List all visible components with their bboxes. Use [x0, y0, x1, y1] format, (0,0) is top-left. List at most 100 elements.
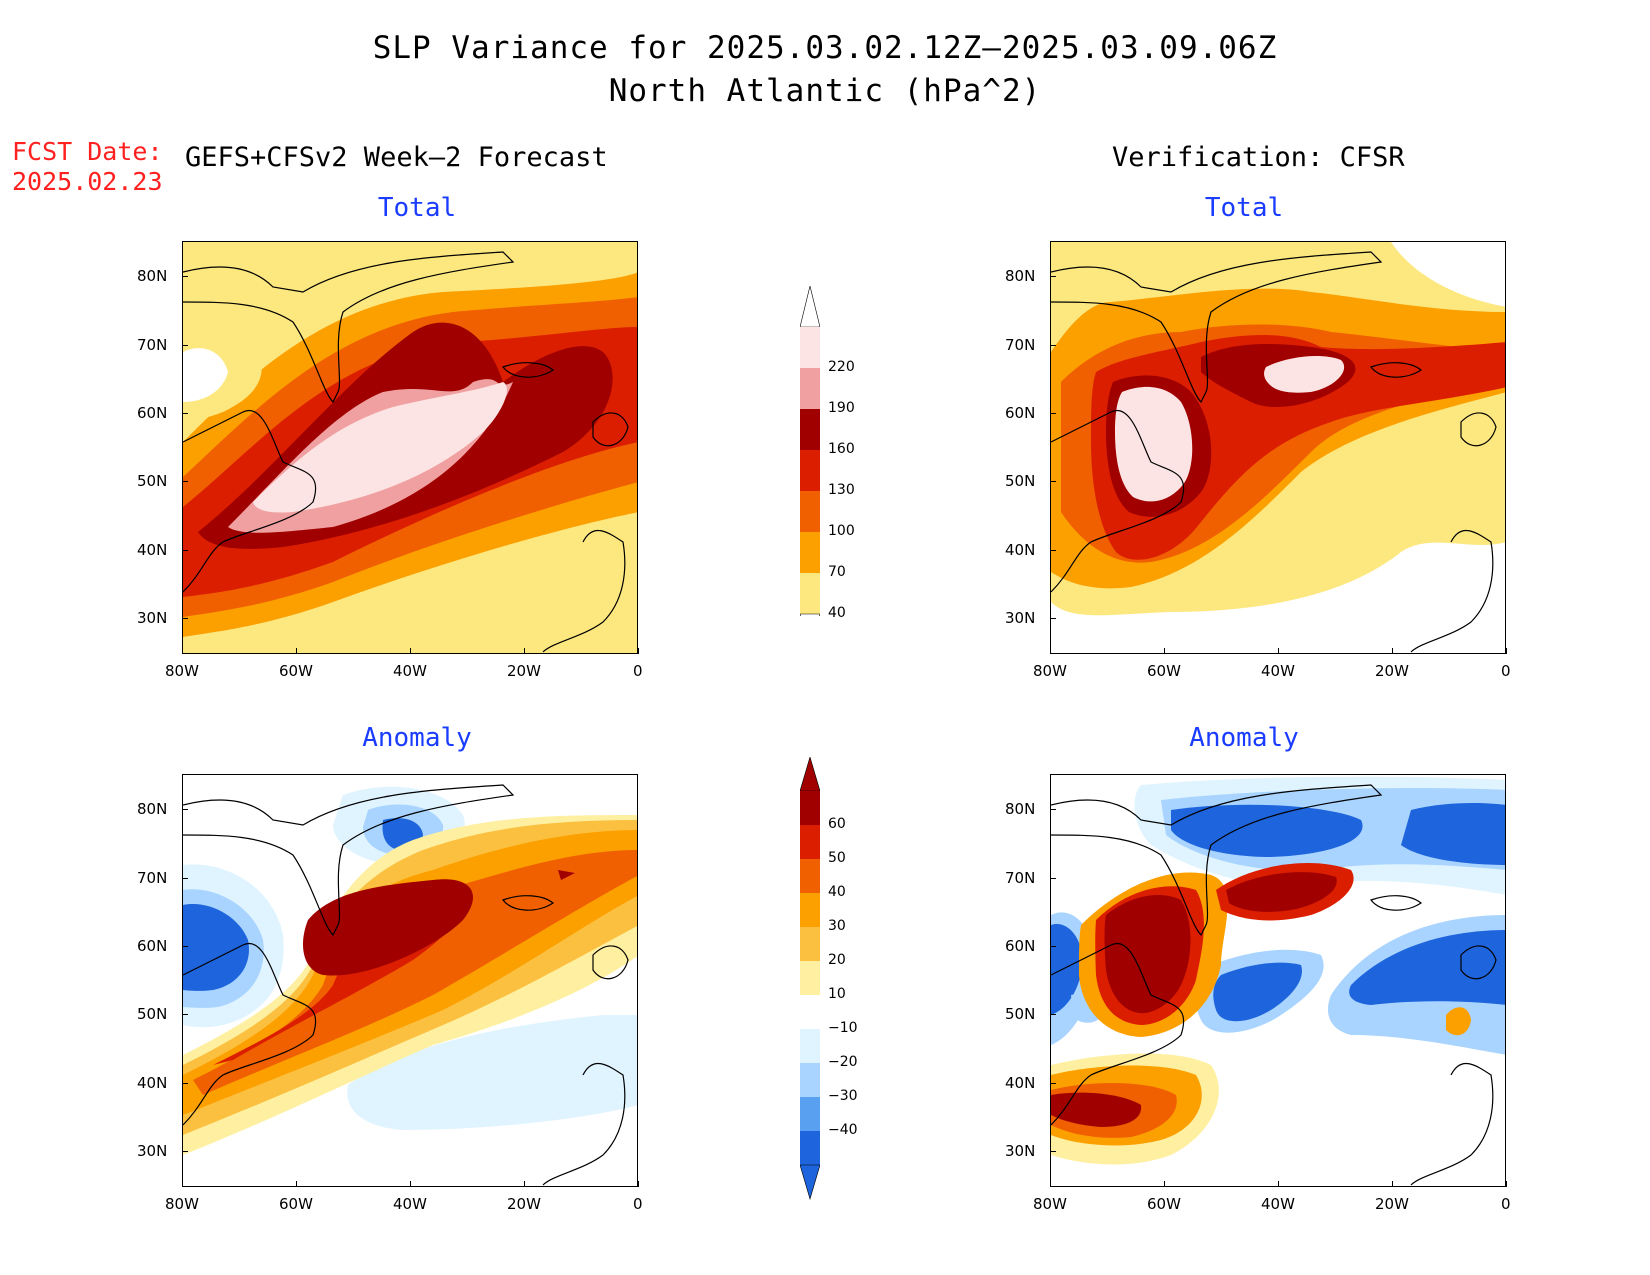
lat-tick-mark [1050, 946, 1056, 947]
lat-tick-label: 60N [1005, 937, 1036, 955]
colorbar-swatch [800, 1097, 820, 1131]
lat-tick-label: 70N [137, 869, 168, 887]
lon-tick-mark [1050, 1181, 1051, 1187]
colorbar-level-label: 30 [828, 918, 846, 934]
lat-tick-label: 80N [1005, 267, 1036, 285]
lat-tick-mark [1050, 1083, 1056, 1084]
lon-tick-label: 20W [1375, 1195, 1409, 1213]
fcst-label: FCST Date: [12, 137, 163, 166]
verification-total-map [1050, 241, 1506, 654]
colorbar-level-label: 60 [828, 816, 846, 832]
colorbar-level-label: −20 [828, 1054, 858, 1070]
total-colorbar [799, 285, 821, 656]
lon-tick-label: 60W [1147, 662, 1181, 680]
lat-tick-label: 50N [1005, 1005, 1036, 1023]
lon-tick-mark [1392, 648, 1393, 654]
colorbar-level-label: 190 [828, 400, 855, 416]
subtitle: North Atlantic (hPa^2) [608, 73, 1042, 109]
colorbar-swatch [800, 368, 820, 409]
colorbar-level-label: 160 [828, 441, 855, 457]
colorbar-bottom-arrow [799, 1164, 821, 1201]
lon-tick-label: 40W [1261, 662, 1295, 680]
lat-tick-mark [1050, 809, 1056, 810]
lon-tick-label: 40W [1261, 1195, 1295, 1213]
lon-tick-label: 20W [507, 662, 541, 680]
colorbar-level-label: 10 [828, 986, 846, 1002]
lon-tick-label: 80W [165, 662, 199, 680]
lat-tick-mark [182, 345, 188, 346]
lat-tick-mark [182, 1083, 188, 1084]
lat-tick-label: 70N [1005, 336, 1036, 354]
colorbar-level-label: 220 [828, 359, 855, 375]
lon-tick-label: 20W [507, 1195, 541, 1213]
lon-tick-label: 0 [633, 1195, 643, 1213]
colorbar-swatch [800, 532, 820, 573]
verification-total-title: Total [1204, 193, 1284, 223]
lon-tick-label: 80W [165, 1195, 199, 1213]
forecast-anomaly-title: Anomaly [362, 723, 472, 753]
colorbar-swatch [800, 1029, 820, 1063]
colorbar-level-label: 40 [828, 605, 846, 621]
colorbar-swatch [800, 1063, 820, 1097]
lat-tick-label: 30N [1005, 609, 1036, 627]
lat-tick-label: 60N [1005, 404, 1036, 422]
lat-tick-mark [182, 1151, 188, 1152]
lon-tick-mark [1392, 1181, 1393, 1187]
lat-tick-label: 30N [1005, 1142, 1036, 1160]
verification-column-heading: Verification: CFSR [1112, 142, 1405, 173]
colorbar-level-label: −10 [828, 1020, 858, 1036]
lat-tick-mark [182, 878, 188, 879]
anomaly-colorbar [799, 755, 821, 1207]
colorbar-swatch [800, 859, 820, 893]
lon-tick-mark [638, 648, 639, 654]
lon-tick-mark [524, 648, 525, 654]
lat-tick-label: 80N [137, 800, 168, 818]
colorbar-level-label: 100 [828, 523, 855, 539]
lon-tick-label: 80W [1033, 662, 1067, 680]
lat-tick-label: 80N [1005, 800, 1036, 818]
lat-tick-mark [1050, 413, 1056, 414]
lat-tick-label: 50N [137, 1005, 168, 1023]
lon-tick-mark [296, 1181, 297, 1187]
lat-tick-mark [182, 276, 188, 277]
main-title: SLP Variance for 2025.03.02.12Z–2025.03.… [372, 30, 1278, 66]
colorbar-swatch [800, 327, 820, 368]
lat-tick-label: 50N [137, 472, 168, 490]
lat-tick-label: 40N [1005, 1074, 1036, 1092]
lon-tick-label: 80W [1033, 1195, 1067, 1213]
lat-tick-mark [182, 618, 188, 619]
lat-tick-label: 40N [137, 541, 168, 559]
colorbar-top-arrow [799, 285, 821, 328]
lat-tick-mark [1050, 1151, 1056, 1152]
colorbar-swatch [800, 573, 820, 614]
lat-tick-mark [1050, 276, 1056, 277]
lat-tick-mark [1050, 345, 1056, 346]
lon-tick-mark [182, 1181, 183, 1187]
lon-tick-mark [1506, 648, 1507, 654]
colorbar-swatch [800, 491, 820, 532]
lon-tick-mark [182, 648, 183, 654]
lat-tick-mark [182, 946, 188, 947]
lon-tick-label: 40W [393, 1195, 427, 1213]
lon-tick-label: 0 [1501, 1195, 1511, 1213]
lon-tick-mark [1164, 648, 1165, 654]
verification-anomaly-title: Anomaly [1189, 723, 1299, 753]
lon-tick-label: 60W [279, 1195, 313, 1213]
colorbar-swatch [800, 893, 820, 927]
colorbar-level-label: 20 [828, 952, 846, 968]
lat-tick-mark [182, 809, 188, 810]
colorbar-swatch [800, 409, 820, 450]
colorbar-level-label: 40 [828, 884, 846, 900]
lat-tick-label: 30N [137, 609, 168, 627]
anomaly-colorbar-swatches [799, 755, 821, 1201]
lon-tick-mark [1506, 1181, 1507, 1187]
lat-tick-mark [1050, 878, 1056, 879]
lat-tick-label: 70N [137, 336, 168, 354]
colorbar-swatch [800, 450, 820, 491]
verification-anomaly-map [1050, 774, 1506, 1187]
lat-tick-mark [1050, 481, 1056, 482]
lon-tick-mark [410, 1181, 411, 1187]
lon-tick-label: 0 [633, 662, 643, 680]
colorbar-swatch [800, 1131, 820, 1165]
lat-tick-label: 40N [137, 1074, 168, 1092]
